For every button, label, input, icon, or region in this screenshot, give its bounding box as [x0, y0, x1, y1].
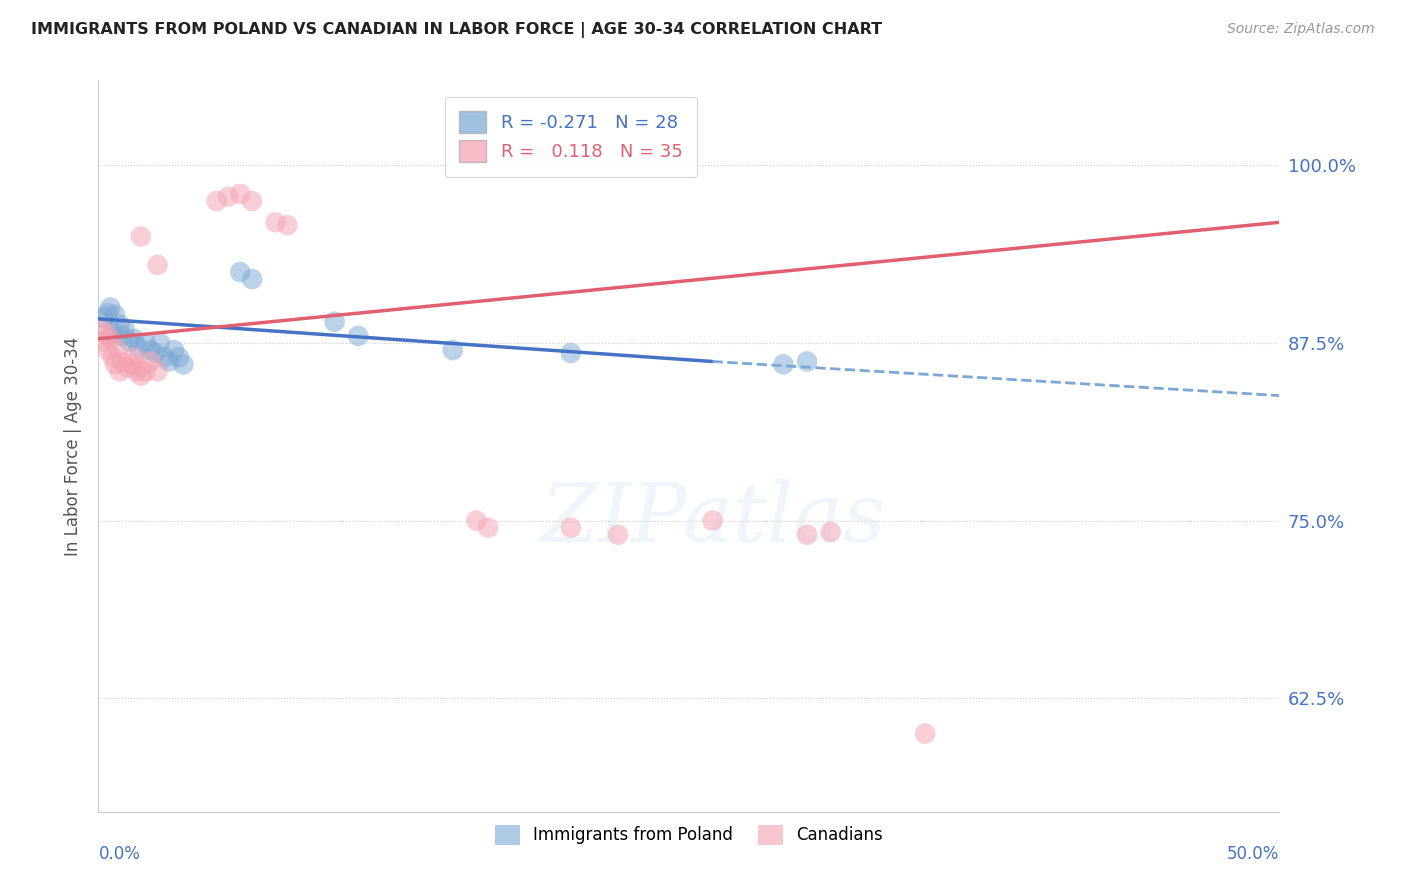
Point	[101, 326, 124, 340]
Point	[118, 334, 141, 349]
Point	[108, 364, 131, 378]
Point	[104, 308, 127, 322]
Legend: Immigrants from Poland, Canadians: Immigrants from Poland, Canadians	[481, 811, 897, 858]
Point	[121, 357, 143, 371]
Point	[217, 190, 239, 204]
Point	[240, 272, 263, 286]
Point	[125, 364, 148, 378]
Point	[128, 340, 150, 354]
Point	[98, 332, 121, 346]
Point	[157, 354, 180, 368]
Text: 0.0%: 0.0%	[98, 845, 141, 863]
Point	[105, 343, 128, 358]
Point	[101, 350, 124, 364]
Point	[111, 354, 134, 368]
Point	[139, 343, 162, 358]
Point	[143, 346, 166, 360]
Point	[167, 350, 190, 364]
Point	[441, 343, 464, 358]
Point	[264, 215, 287, 229]
Point	[129, 368, 152, 383]
Point	[146, 364, 169, 378]
Point	[135, 336, 157, 351]
Point	[240, 194, 263, 208]
Point	[115, 360, 138, 375]
Point	[914, 726, 936, 740]
Point	[104, 357, 127, 371]
Text: ZIPatlas: ZIPatlas	[540, 479, 886, 559]
Point	[796, 528, 818, 542]
Point	[172, 357, 194, 371]
Y-axis label: In Labor Force | Age 30-34: In Labor Force | Age 30-34	[65, 336, 83, 556]
Point	[139, 354, 162, 368]
Point	[205, 194, 228, 208]
Point	[129, 229, 152, 244]
Text: 50.0%: 50.0%	[1227, 845, 1279, 863]
Point	[323, 315, 346, 329]
Point	[97, 343, 120, 358]
Point	[347, 329, 370, 343]
Point	[796, 354, 818, 368]
Point	[91, 310, 114, 325]
Point	[108, 318, 131, 332]
Point	[229, 265, 252, 279]
Point	[146, 258, 169, 272]
Point	[91, 334, 114, 349]
Point	[135, 364, 157, 378]
Text: IMMIGRANTS FROM POLAND VS CANADIAN IN LABOR FORCE | AGE 30-34 CORRELATION CHART: IMMIGRANTS FROM POLAND VS CANADIAN IN LA…	[31, 22, 882, 38]
Point	[477, 521, 499, 535]
Point	[820, 524, 842, 539]
Point	[122, 350, 145, 364]
Point	[772, 357, 794, 371]
Point	[128, 360, 150, 375]
Point	[607, 528, 630, 542]
Point	[163, 343, 186, 358]
Point	[112, 322, 135, 336]
Point	[560, 346, 582, 360]
Text: Source: ZipAtlas.com: Source: ZipAtlas.com	[1227, 22, 1375, 37]
Point	[97, 306, 120, 320]
Point	[98, 301, 121, 315]
Point	[229, 186, 252, 201]
Point	[153, 350, 176, 364]
Point	[560, 521, 582, 535]
Point	[465, 514, 488, 528]
Point	[149, 336, 172, 351]
Point	[276, 218, 298, 232]
Point	[702, 514, 724, 528]
Point	[122, 332, 145, 346]
Point	[111, 329, 134, 343]
Point	[90, 322, 112, 336]
Point	[94, 326, 117, 340]
